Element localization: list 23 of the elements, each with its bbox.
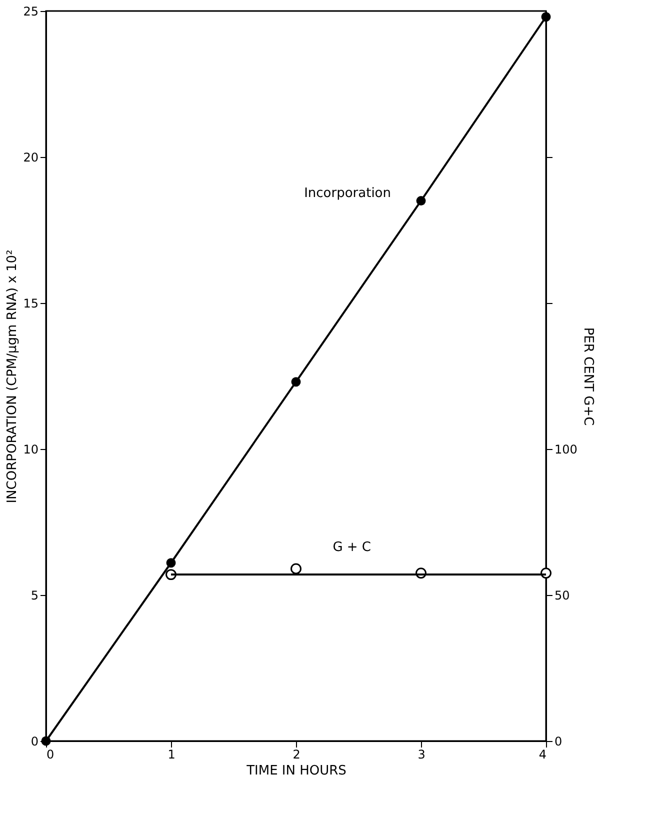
x-tick-label: 4 xyxy=(538,748,546,762)
y-tick-label: 15 xyxy=(23,296,38,310)
y-tick-label: 10 xyxy=(23,442,38,456)
x-axis-title: TIME IN HOURS xyxy=(246,764,346,778)
series-label: Incorporation xyxy=(304,186,391,201)
y-tick-label: 20 xyxy=(23,150,38,164)
y-tick-label: 5 xyxy=(30,588,38,602)
y-tick-label: 25 xyxy=(23,4,38,18)
x-tick-label: 3 xyxy=(418,748,426,762)
y2-tick-label: 100 xyxy=(554,442,578,456)
point xyxy=(291,377,301,387)
x-tick-label: 0 xyxy=(46,748,54,762)
y2-axis-title: PER CENT G+C xyxy=(580,327,596,426)
x-tick-label: 2 xyxy=(292,748,300,762)
point xyxy=(541,12,551,22)
y-axis-title: INCORPORATION (CPM/μgm RNA) x 10² xyxy=(5,250,20,504)
point xyxy=(416,196,426,206)
y2-tick-label: 50 xyxy=(554,588,570,602)
point xyxy=(166,558,176,568)
text: G + C xyxy=(332,540,371,556)
y2-tick-label: 0 xyxy=(554,734,562,748)
x-tick-label: 1 xyxy=(168,748,176,762)
y-tick-label: 0 xyxy=(30,734,38,748)
